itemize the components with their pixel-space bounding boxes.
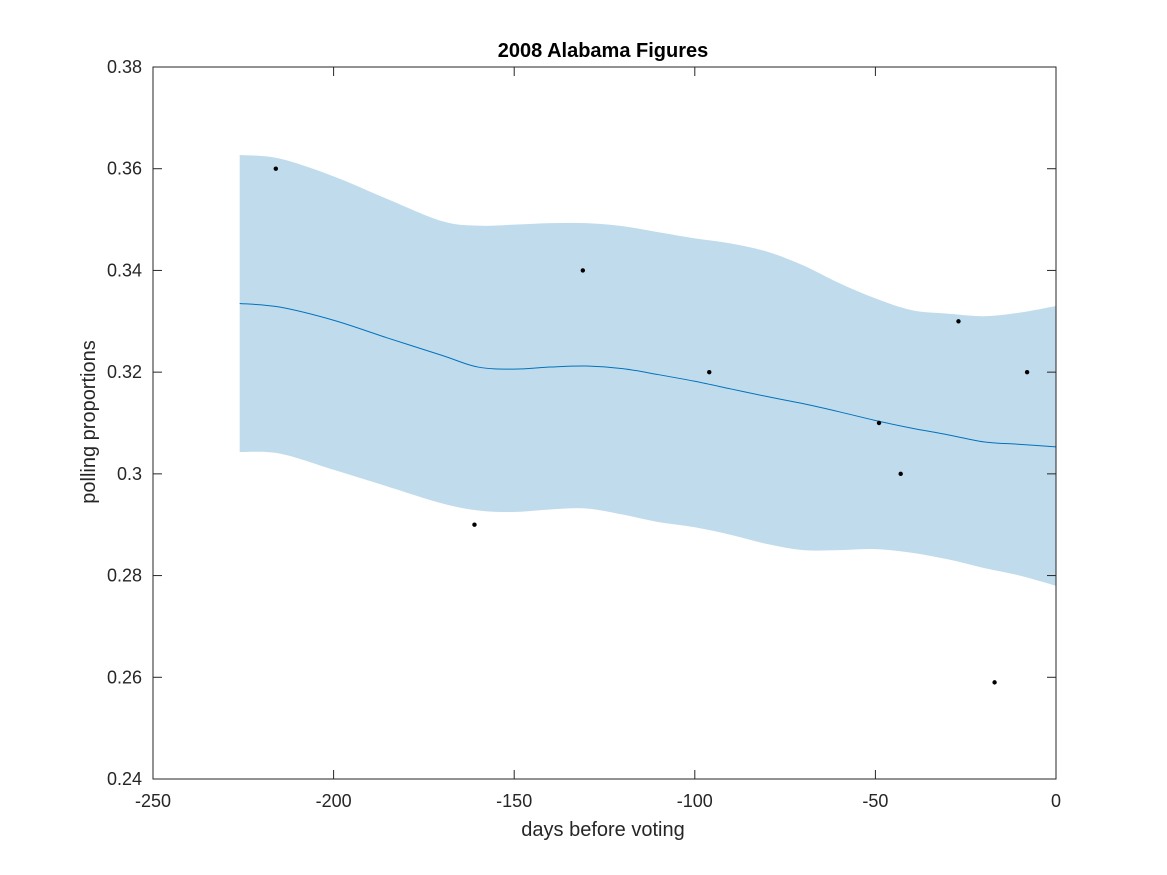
- data-point: [1024, 369, 1030, 375]
- y-axis-title: polling proportions: [78, 340, 100, 503]
- y-tick-label: 0.36: [107, 159, 142, 179]
- data-point: [273, 166, 279, 171]
- chart-title: 2008 Alabama Figures: [498, 40, 708, 62]
- y-tick-label: 0.32: [107, 362, 142, 382]
- x-tick-label: -150: [496, 791, 532, 811]
- plot-area: [239, 154, 1057, 685]
- y-tick-label: 0.34: [107, 260, 142, 280]
- y-tick-label: 0.26: [107, 667, 142, 687]
- y-tick-label: 0.38: [107, 57, 142, 77]
- trend-line: [239, 302, 1057, 448]
- x-tick-label: 0: [1051, 791, 1061, 811]
- x-tick-label: -250: [135, 791, 171, 811]
- data-point: [707, 369, 712, 375]
- data-point: [876, 420, 882, 426]
- data-point: [898, 471, 903, 477]
- x-tick-label: -100: [677, 791, 713, 811]
- data-point: [992, 680, 997, 685]
- y-tick-label: 0.28: [107, 566, 142, 586]
- x-tick-label: -50: [862, 791, 888, 811]
- y-tick-label: 0.24: [107, 769, 142, 789]
- data-point: [580, 268, 586, 273]
- axes: [152, 66, 1057, 780]
- data-point: [472, 522, 477, 527]
- x-axis-title: days before voting: [521, 819, 684, 841]
- data-point: [956, 319, 961, 324]
- y-tick-label: 0.3: [117, 464, 142, 484]
- axes-box: [152, 66, 1057, 780]
- x-tick-label: -200: [316, 791, 352, 811]
- tick-labels: -250 -200 -150 -100 -50 0 0.24 0.26 0.28 0.3 0.32 0…: [107, 57, 1061, 811]
- confidence-band: [239, 154, 1057, 586]
